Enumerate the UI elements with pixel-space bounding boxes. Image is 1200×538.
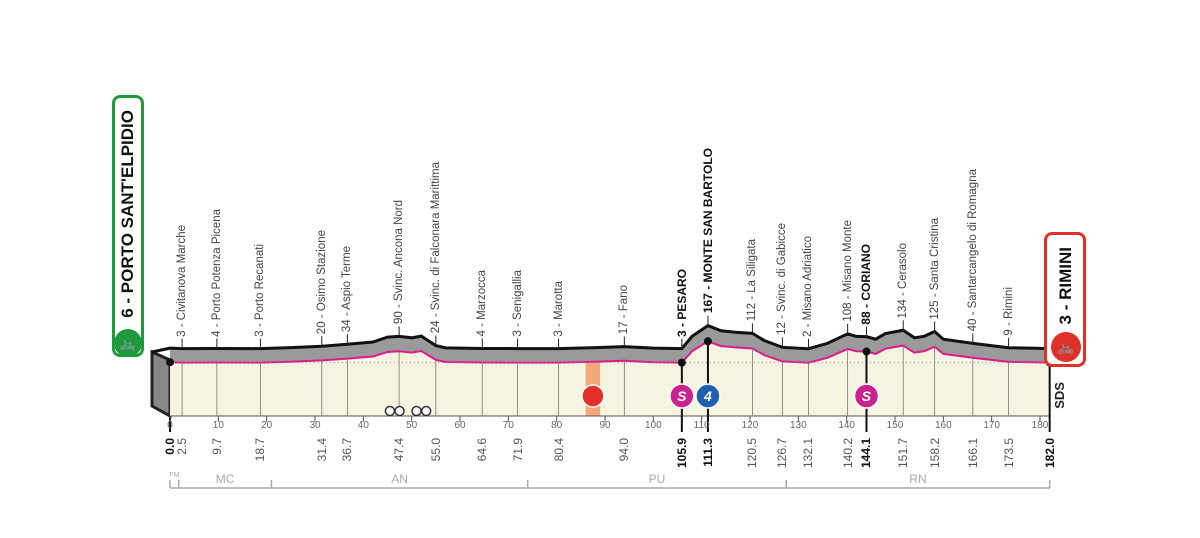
sprint-icon bbox=[853, 383, 880, 409]
waypoint-label: 2 - Misano Adriatico bbox=[802, 235, 815, 337]
km-label: 55.0 bbox=[428, 438, 443, 462]
altitude-line bbox=[169, 340, 1050, 364]
profile-shoulder bbox=[170, 325, 1050, 363]
x-tick-label: 150 bbox=[886, 420, 904, 431]
km-label: 126.7 bbox=[775, 438, 790, 469]
province-label: AN bbox=[391, 472, 408, 486]
sds-logo: SDS bbox=[1052, 382, 1067, 409]
km-label: 158.2 bbox=[927, 438, 942, 469]
x-tick-label: 160 bbox=[934, 420, 952, 431]
profile-top-line bbox=[151, 323, 1050, 354]
sprint-letter: S bbox=[862, 388, 872, 404]
x-tick-label: 60 bbox=[454, 420, 466, 431]
km-label: 2.5 bbox=[175, 438, 190, 455]
waypoint-label: 24 - Svinc. di Falconara Marittima bbox=[429, 162, 442, 334]
tunnel-icon bbox=[384, 405, 396, 417]
x-tick-label: 130 bbox=[789, 420, 807, 431]
km-label: 173.5 bbox=[1001, 438, 1016, 469]
x-tick-label: 30 bbox=[309, 420, 321, 431]
x-tick-label: 80 bbox=[551, 420, 563, 431]
sprint-letter: S bbox=[677, 388, 687, 404]
sprint-icon bbox=[669, 383, 695, 409]
feed-zone-icon bbox=[581, 384, 605, 408]
waypoint-label: 4 - Marzocca bbox=[476, 269, 489, 337]
x-tick-label: 120 bbox=[741, 420, 759, 431]
waypoint-label: 108 - Misano Monte bbox=[841, 220, 854, 322]
finish-name: 3 - RIMINI bbox=[1056, 246, 1075, 324]
province-label: PU bbox=[648, 472, 666, 486]
waypoint-label: 125 - Santa Cristina bbox=[928, 217, 941, 320]
intermediate-dot bbox=[703, 337, 712, 346]
start-cyclist-icon: 🚲 bbox=[114, 329, 142, 357]
km-label: 18.7 bbox=[253, 438, 268, 462]
waypoint-label: 3 - Porto Recanati bbox=[254, 243, 267, 337]
waypoint-label: 34 - Aspio Terme bbox=[341, 246, 354, 333]
x-tick-label: 180 bbox=[1031, 420, 1049, 431]
km-label: 120.5 bbox=[745, 438, 760, 469]
km-label: 31.4 bbox=[314, 438, 329, 462]
x-tick-label: 90 bbox=[599, 420, 611, 431]
waypoint-label: 3 - PESARO bbox=[674, 268, 689, 337]
waypoint-label: 3 - Civitanova Marche bbox=[176, 224, 189, 337]
km-label: 71.9 bbox=[510, 438, 525, 462]
waypoint-label: 90 - Svinc. Ancona Nord bbox=[393, 200, 406, 325]
province-label: FM bbox=[169, 472, 180, 479]
waypoint-label: 167 - MONTE SAN BARTOLO bbox=[700, 148, 715, 314]
intermediate-dot bbox=[677, 358, 686, 367]
x-tick-label: 40 bbox=[357, 420, 369, 431]
province-label: RN bbox=[909, 472, 927, 486]
x-tick-label: 0 bbox=[167, 420, 173, 431]
km-label: 182.0 bbox=[1042, 438, 1057, 469]
x-tick-label: 110 bbox=[693, 420, 710, 431]
x-tick-label: 20 bbox=[261, 420, 273, 431]
km-label: 140.2 bbox=[840, 438, 855, 469]
waypoint-label: 3 - Senigallia bbox=[511, 270, 524, 337]
waypoint-label: 40 - Santarcangelo di Romagna bbox=[966, 169, 979, 332]
x-tick-label: 100 bbox=[644, 420, 662, 431]
waypoint-label: 17 - Fano bbox=[618, 285, 631, 335]
waypoint-label: 4 - Porto Potenza Picena bbox=[210, 208, 223, 337]
km-label: 47.4 bbox=[392, 438, 407, 462]
km-label: 144.1 bbox=[859, 438, 874, 469]
finish-cyclist-icon: 🚲 bbox=[1051, 332, 1081, 362]
x-tick-label: 170 bbox=[983, 420, 1000, 431]
km-label: 64.6 bbox=[475, 438, 490, 462]
x-tick-label: 70 bbox=[502, 420, 514, 431]
km-label: 94.0 bbox=[617, 438, 632, 462]
start-label: 6 - PORTO SANT'ELPIDIO 🚲 bbox=[112, 95, 144, 357]
waypoint-label: 112 - La Siligata bbox=[746, 239, 759, 322]
km-label: 36.7 bbox=[340, 438, 355, 462]
start-name: 6 - PORTO SANT'ELPIDIO bbox=[118, 110, 137, 318]
waypoint-label: 88 - CORIANO bbox=[859, 244, 874, 325]
tunnel-icon bbox=[394, 405, 405, 417]
km-label: 151.7 bbox=[896, 438, 911, 469]
tunnel-icon bbox=[411, 405, 422, 417]
km-label: 111.3 bbox=[700, 438, 715, 467]
km-label: 9.7 bbox=[209, 438, 224, 455]
km-label: 80.4 bbox=[551, 438, 566, 462]
intermediate-dot bbox=[862, 347, 871, 356]
km-label: 166.1 bbox=[965, 438, 980, 469]
waypoint-label: 12 - Svinc. di Gabicce bbox=[776, 223, 789, 336]
km-label: 132.1 bbox=[801, 438, 816, 469]
finish-label: 3 - RIMINI 🚲 bbox=[1044, 232, 1086, 367]
waypoint-label: 20 - Osimo Stazione bbox=[315, 230, 328, 335]
tunnel-icon bbox=[420, 405, 432, 417]
waypoint-label: 134 - Cerasolo bbox=[897, 242, 910, 319]
km-label: 105.9 bbox=[674, 438, 689, 469]
gpm-category-text: 4 bbox=[703, 388, 712, 404]
gpm-category-icon bbox=[695, 383, 721, 409]
x-tick-label: 140 bbox=[838, 420, 855, 431]
x-tick-label: 50 bbox=[406, 420, 418, 431]
province-label: MC bbox=[215, 472, 235, 486]
waypoint-label: 9 - Rimini bbox=[1002, 287, 1015, 336]
profile-area bbox=[170, 341, 1050, 416]
start-dot bbox=[166, 358, 174, 367]
x-tick-label: 10 bbox=[212, 420, 224, 431]
waypoint-label: 3 - Marotta bbox=[552, 280, 565, 337]
